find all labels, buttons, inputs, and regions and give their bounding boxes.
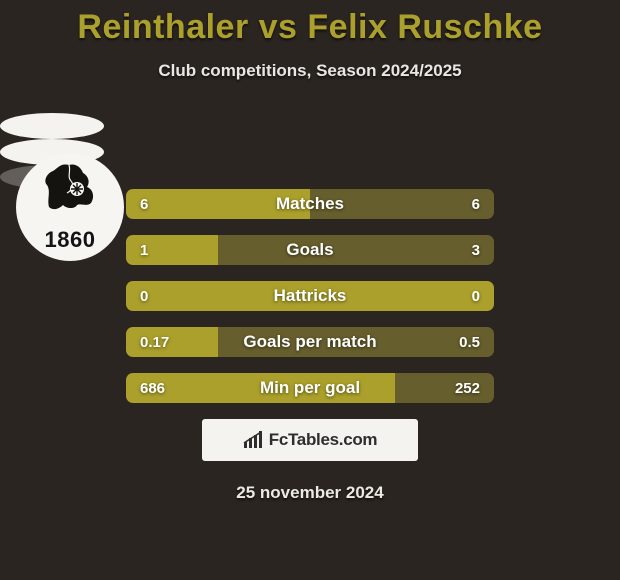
stat-value-left: 1: [140, 235, 148, 265]
stat-value-left: 686: [140, 373, 165, 403]
date-label: 25 november 2024: [0, 483, 620, 503]
subtitle: Club competitions, Season 2024/2025: [0, 61, 620, 81]
stat-row: 686252Min per goal: [126, 373, 494, 403]
bar-segment-left: [126, 281, 494, 311]
club-badge-year: 1860: [45, 227, 96, 253]
lion-icon: [37, 159, 103, 217]
stat-value-left: 6: [140, 189, 148, 219]
page-title: Reinthaler vs Felix Ruschke: [0, 0, 620, 47]
stat-value-right: 6: [472, 189, 480, 219]
brand-text: FcTables.com: [269, 430, 378, 450]
stat-row: 00Hattricks: [126, 281, 494, 311]
stat-value-right: 0.5: [459, 327, 480, 357]
player-left-placeholder-icon: [0, 113, 104, 139]
club-badge: 1860: [16, 153, 124, 261]
stat-value-left: 0: [140, 281, 148, 311]
stat-value-right: 252: [455, 373, 480, 403]
comparison-area: 1860 66Matches13Goals00Hattricks0.170.5G…: [0, 113, 620, 503]
stat-value-right: 3: [472, 235, 480, 265]
stat-row: 0.170.5Goals per match: [126, 327, 494, 357]
stat-row: 13Goals: [126, 235, 494, 265]
comparison-bars: 66Matches13Goals00Hattricks0.170.5Goals …: [126, 189, 494, 403]
bar-segment-left: [126, 373, 395, 403]
bar-segment-right: [310, 189, 494, 219]
stat-row: 66Matches: [126, 189, 494, 219]
brand-badge: FcTables.com: [202, 419, 418, 461]
bar-segment-right: [218, 327, 494, 357]
bar-segment-right: [218, 235, 494, 265]
stat-value-left: 0.17: [140, 327, 169, 357]
stat-value-right: 0: [472, 281, 480, 311]
bar-chart-icon: [243, 430, 265, 450]
bar-segment-left: [126, 189, 310, 219]
